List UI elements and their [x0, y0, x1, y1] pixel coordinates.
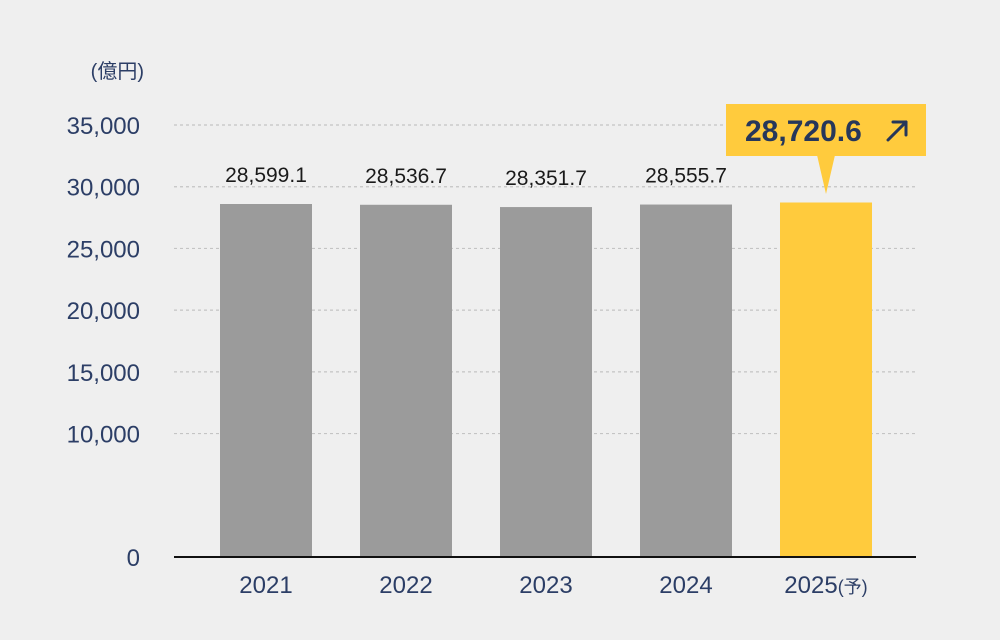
bars	[220, 202, 872, 558]
data-label-2021: 28,599.1	[225, 164, 307, 187]
bar-2024	[640, 204, 732, 557]
x-tick-year: 2022	[379, 572, 432, 599]
data-label-2023: 28,351.7	[505, 167, 587, 190]
y-tick-label: 0	[127, 545, 140, 572]
callout-box	[726, 104, 926, 156]
bar-2025	[780, 202, 872, 557]
x-tick-year: 2021	[239, 572, 292, 599]
y-tick-label: 30,000	[67, 175, 140, 202]
bar-2023	[500, 207, 592, 557]
callout-value: 28,720.6	[745, 115, 862, 148]
y-tick-label: 35,000	[67, 113, 140, 140]
y-tick-label: 15,000	[67, 360, 140, 387]
x-tick-year: 2023	[519, 572, 572, 599]
y-tick-label: 20,000	[67, 298, 140, 325]
arrow-up-right-icon	[886, 120, 908, 142]
callout-pointer	[817, 155, 835, 194]
bar-2022	[360, 204, 452, 558]
x-tick-label-2022: 2022	[379, 572, 432, 599]
x-axis-labels: 2021 2022 2023 2024 2025(予)	[239, 572, 867, 599]
bar-2021	[220, 204, 312, 557]
x-tick-year: 2025	[784, 572, 837, 599]
x-tick-suffix: (予)	[838, 577, 868, 597]
y-unit-label: (億円)	[91, 60, 144, 83]
x-tick-label-2024: 2024	[659, 572, 712, 599]
y-tick-label: 10,000	[67, 422, 140, 449]
y-axis-ticks: 0 10,000 15,000 20,000 25,000 30,000 35,000	[67, 113, 140, 572]
data-label-2024: 28,555.7	[645, 165, 727, 188]
data-label-2022: 28,536.7	[365, 165, 447, 188]
highlight-callout: 28,720.6	[726, 104, 926, 194]
data-labels: 28,599.1 28,536.7 28,351.7 28,555.7	[225, 164, 727, 190]
y-tick-label: 25,000	[67, 236, 140, 263]
x-tick-year: 2024	[659, 572, 712, 599]
x-tick-label-2025: 2025(予)	[784, 572, 867, 599]
x-tick-label-2023: 2023	[519, 572, 572, 599]
x-tick-label-2021: 2021	[239, 572, 292, 599]
